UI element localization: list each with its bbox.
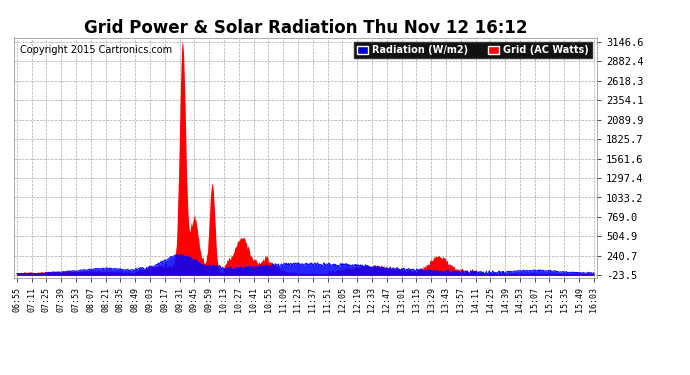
Legend: Radiation (W/m2), Grid (AC Watts): Radiation (W/m2), Grid (AC Watts) bbox=[354, 42, 592, 58]
Title: Grid Power & Solar Radiation Thu Nov 12 16:12: Grid Power & Solar Radiation Thu Nov 12 … bbox=[83, 20, 527, 38]
Text: Copyright 2015 Cartronics.com: Copyright 2015 Cartronics.com bbox=[19, 45, 172, 55]
